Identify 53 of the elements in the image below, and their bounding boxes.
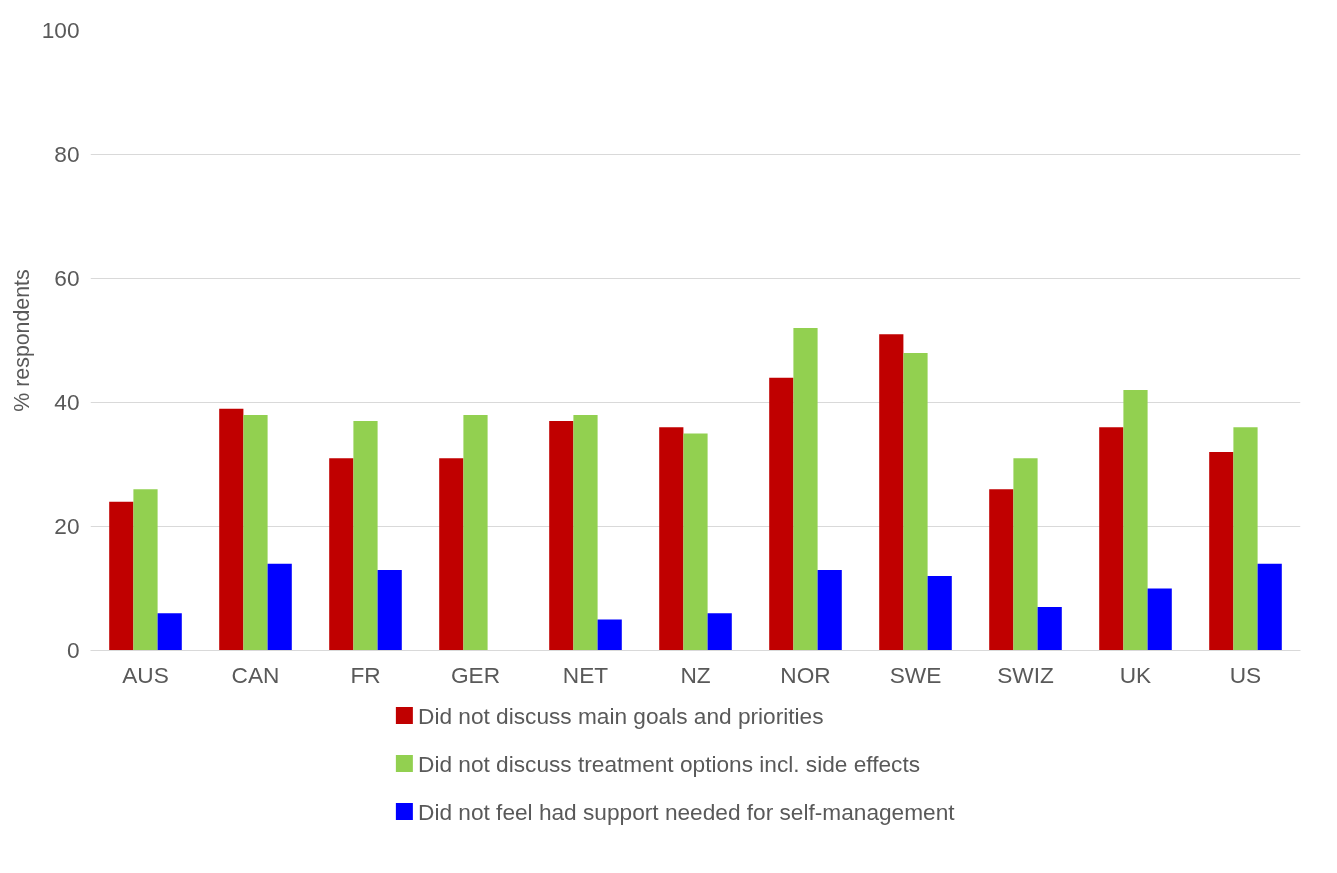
bar — [133, 489, 158, 651]
bar — [769, 377, 794, 651]
legend-label: Did not discuss main goals and priorities — [418, 702, 824, 729]
bar — [1209, 452, 1234, 651]
bar — [903, 352, 928, 651]
bar — [683, 433, 708, 651]
bar — [109, 501, 134, 651]
y-tick-label: 60 — [54, 265, 80, 291]
bar — [549, 421, 574, 651]
y-axis-title: % respondents — [9, 269, 34, 412]
bar — [1037, 607, 1062, 651]
bar — [1123, 390, 1148, 651]
y-tick-label: 100 — [41, 17, 80, 43]
bar — [243, 414, 268, 651]
x-tick-label: NOR — [780, 661, 831, 688]
bar — [1013, 458, 1038, 651]
bar — [989, 489, 1014, 651]
y-tick-label: 80 — [54, 141, 80, 167]
legend-label: Did not feel had support needed for self-management — [418, 798, 956, 825]
bar — [377, 569, 402, 651]
bar — [353, 421, 378, 651]
y-tick-label: 20 — [54, 513, 80, 539]
x-tick-label: SWIZ — [997, 661, 1054, 688]
bar — [329, 458, 354, 651]
bar — [267, 563, 292, 651]
x-tick-label: CAN — [231, 661, 280, 688]
x-tick-label: GER — [450, 661, 501, 688]
bar — [463, 414, 488, 651]
bar — [157, 613, 182, 651]
x-tick-label: AUS — [122, 661, 169, 688]
x-tick-label: US — [1229, 661, 1262, 688]
bar — [879, 334, 904, 651]
y-tick-label: 0 — [66, 637, 80, 663]
bar — [707, 613, 732, 651]
bar — [597, 619, 622, 651]
bar — [573, 414, 598, 651]
bar — [1147, 588, 1172, 651]
bar — [1099, 427, 1124, 651]
x-tick-label: SWE — [889, 661, 942, 688]
bar — [659, 427, 684, 651]
x-tick-label: NET — [562, 661, 609, 688]
bar — [1257, 563, 1282, 651]
y-tick-label: 40 — [54, 389, 80, 415]
bar — [817, 569, 842, 651]
x-tick-label: NZ — [680, 661, 711, 688]
x-tick-label: UK — [1119, 661, 1152, 688]
x-tick-label: FR — [350, 661, 381, 688]
bar — [927, 576, 952, 651]
bar — [1233, 427, 1258, 651]
bar — [793, 328, 818, 651]
legend-label: Did not discuss treatment options incl. side effects — [418, 750, 921, 777]
bar — [219, 408, 244, 651]
bar — [439, 458, 464, 651]
